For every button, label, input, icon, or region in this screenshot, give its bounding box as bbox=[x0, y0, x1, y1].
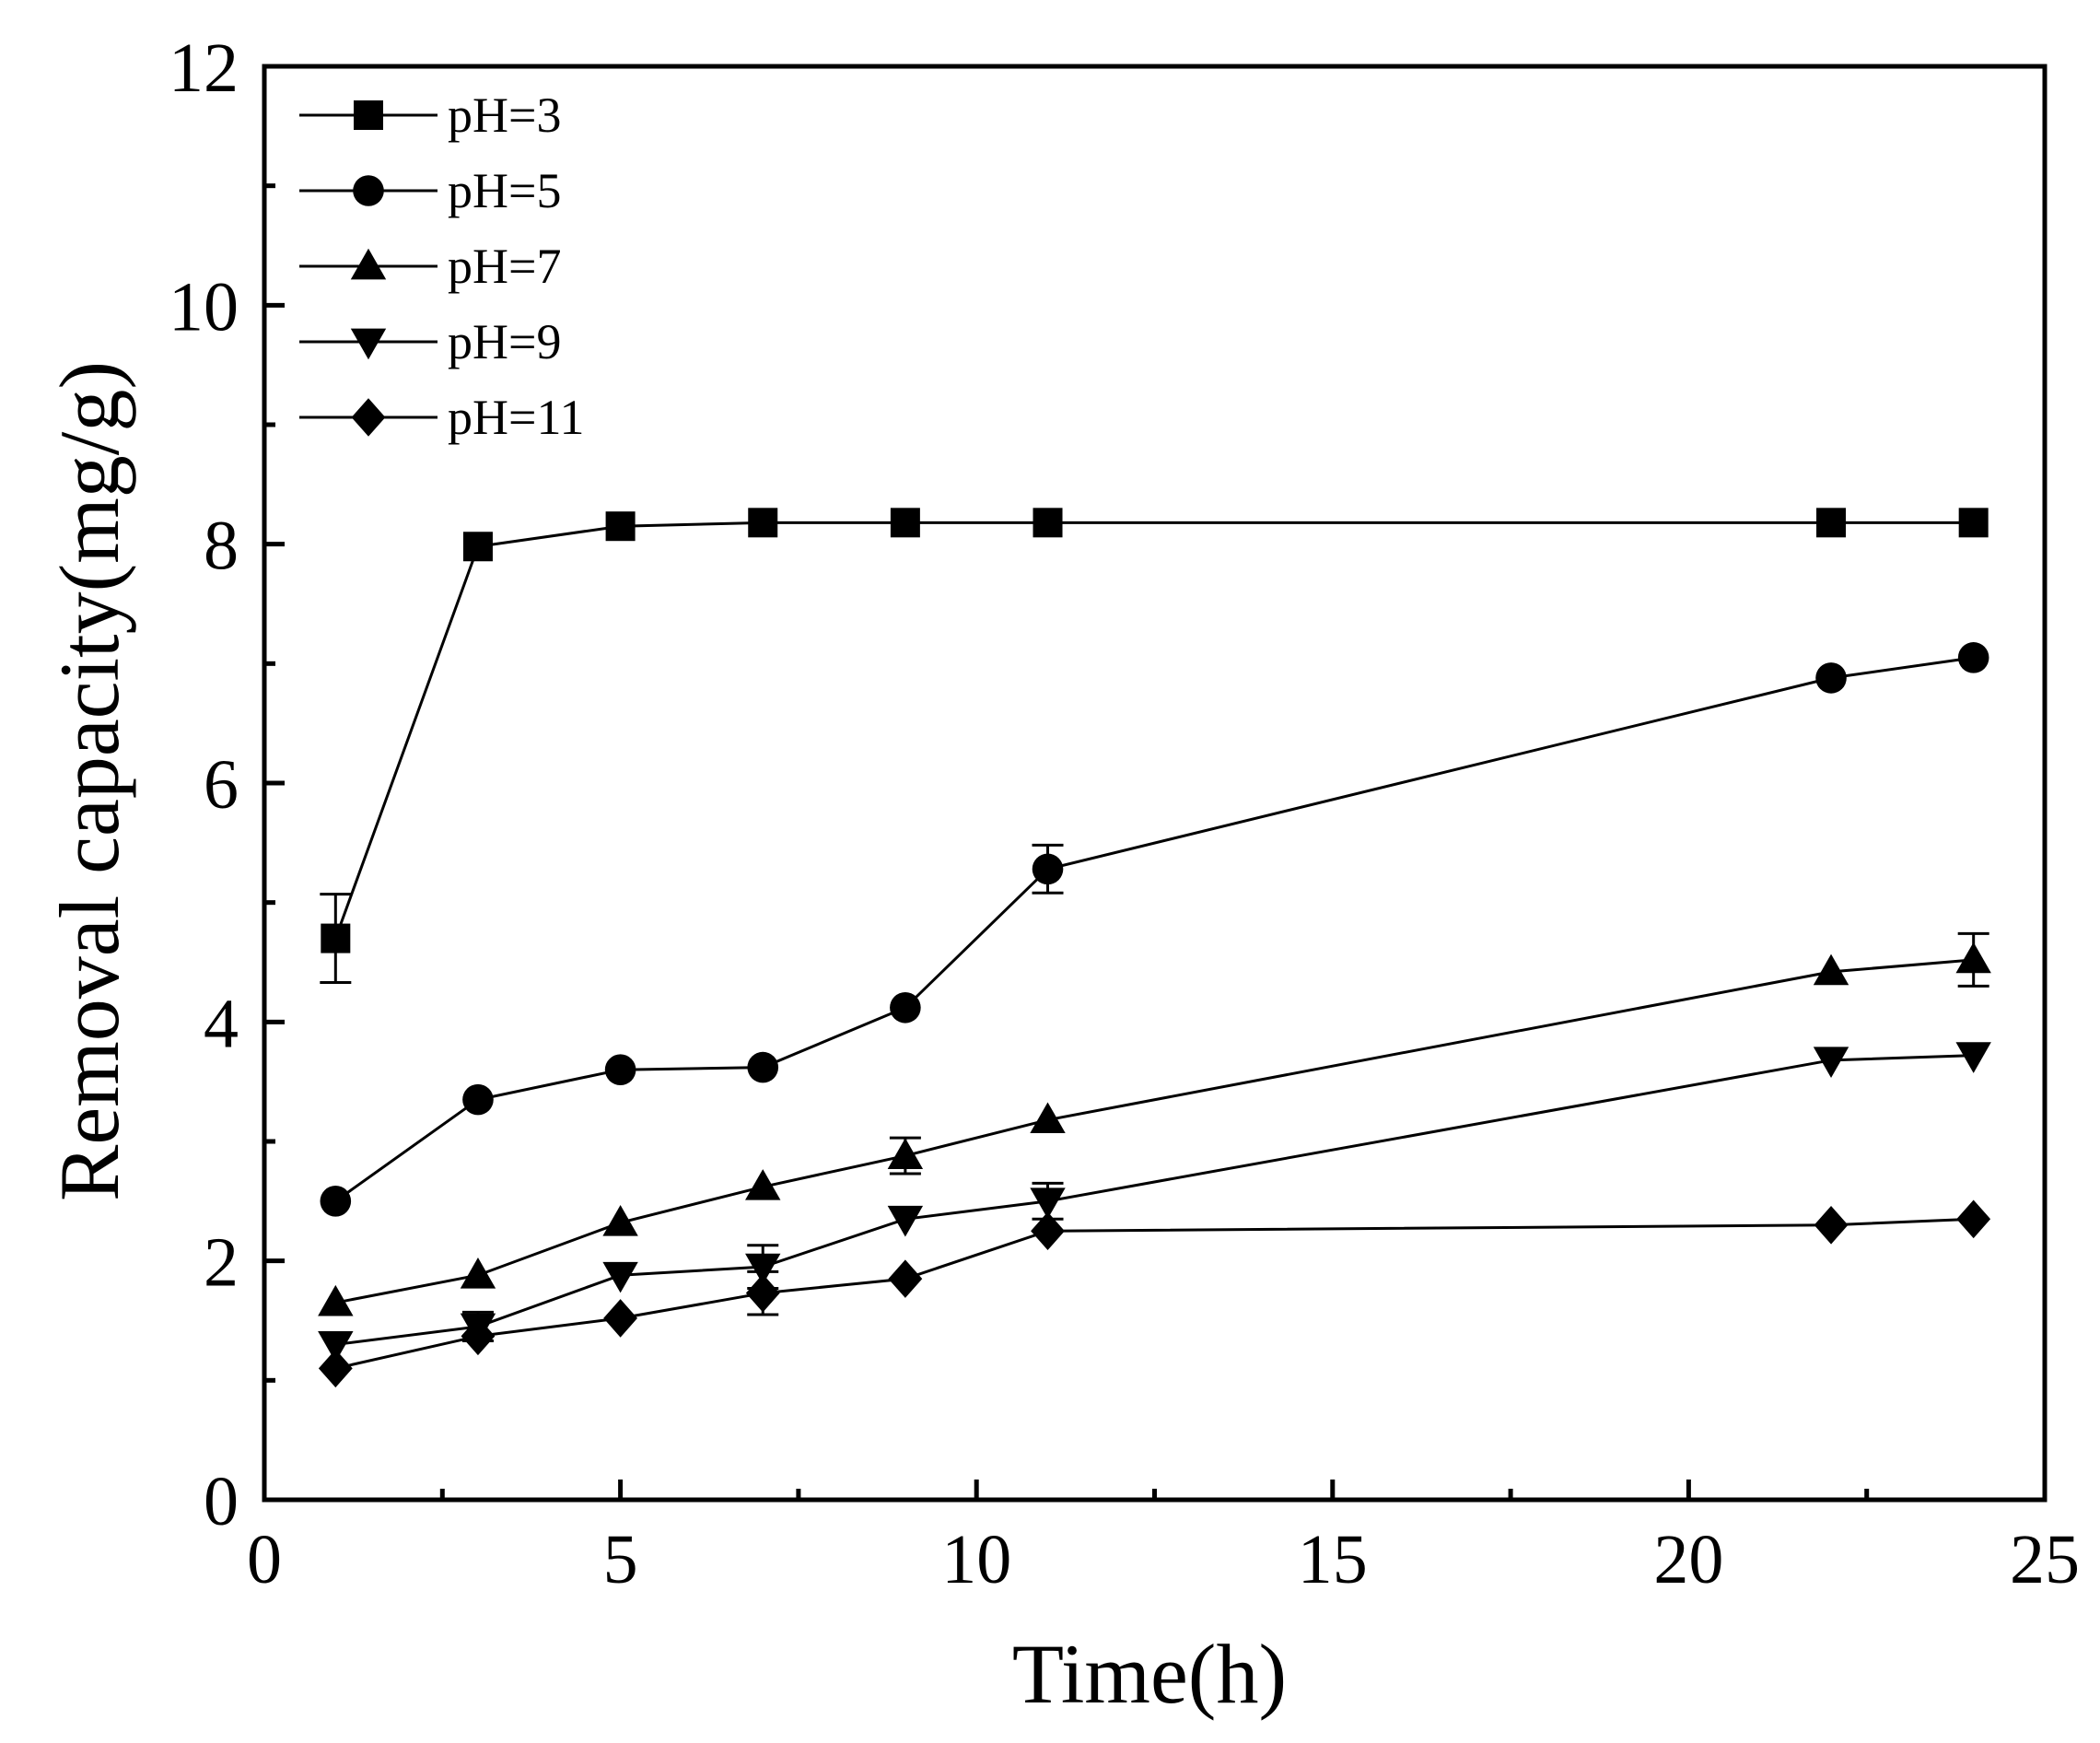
legend-label: pH=7 bbox=[448, 239, 561, 294]
data-point bbox=[1031, 1211, 1065, 1251]
x-tick-label: 25 bbox=[2010, 1521, 2080, 1598]
data-point bbox=[318, 1349, 353, 1388]
data-point bbox=[1814, 1205, 1849, 1245]
y-tick-label: 10 bbox=[169, 268, 239, 345]
x-tick-label: 5 bbox=[603, 1521, 638, 1598]
legend-label: pH=3 bbox=[448, 88, 561, 143]
x-tick-label: 20 bbox=[1653, 1521, 1723, 1598]
y-tick-label: 12 bbox=[169, 29, 239, 107]
legend-marker bbox=[350, 248, 387, 280]
y-axis-title: Removal capacity(mg/g) bbox=[42, 361, 136, 1201]
series-5 bbox=[318, 1199, 1991, 1388]
y-tick-label: 2 bbox=[204, 1224, 239, 1302]
legend-marker bbox=[353, 175, 384, 206]
data-point bbox=[1958, 508, 1989, 538]
y-tick-label: 8 bbox=[204, 508, 239, 585]
y-tick-label: 4 bbox=[204, 985, 239, 1062]
data-point bbox=[1815, 662, 1847, 694]
data-point bbox=[605, 511, 636, 542]
legend-marker bbox=[354, 100, 383, 130]
legend-label: pH=9 bbox=[448, 314, 561, 369]
data-point bbox=[890, 991, 921, 1024]
legend-label: pH=5 bbox=[448, 163, 561, 218]
data-point bbox=[1956, 1199, 1991, 1239]
series-line bbox=[333, 521, 1974, 940]
legend-item-4: pH=9 bbox=[299, 314, 561, 369]
series-2 bbox=[320, 642, 1989, 1217]
data-point bbox=[748, 508, 778, 538]
legend-item-2: pH=5 bbox=[299, 163, 561, 218]
data-point bbox=[1032, 508, 1063, 538]
data-point bbox=[1030, 1102, 1066, 1134]
data-point bbox=[887, 1138, 924, 1169]
data-point bbox=[1955, 942, 1991, 974]
legend-item-5: pH=11 bbox=[299, 390, 584, 445]
series-3 bbox=[318, 931, 1991, 1316]
data-point bbox=[603, 1299, 637, 1338]
x-tick-label: 10 bbox=[941, 1521, 1011, 1598]
series-1 bbox=[320, 508, 1989, 985]
data-point bbox=[1030, 1187, 1066, 1220]
data-point bbox=[460, 1258, 496, 1289]
data-point bbox=[745, 1253, 781, 1285]
x-tick-label: 15 bbox=[1298, 1521, 1368, 1598]
data-point bbox=[888, 1259, 923, 1298]
series-line bbox=[334, 656, 1974, 1203]
data-point bbox=[1957, 642, 1989, 673]
series-line bbox=[335, 1054, 1974, 1346]
legend-item-1: pH=3 bbox=[299, 88, 561, 143]
legend: pH=3 pH=5 pH=7 pH=9 pH=11 bbox=[299, 88, 584, 445]
legend-item-3: pH=7 bbox=[299, 239, 561, 294]
data-point bbox=[318, 1331, 354, 1363]
series-layer bbox=[318, 508, 1991, 1388]
data-point bbox=[1813, 1047, 1849, 1079]
x-axis-title: Time(h) bbox=[1012, 1627, 1287, 1721]
data-point bbox=[602, 1204, 638, 1236]
data-point bbox=[320, 1186, 352, 1217]
series-line bbox=[334, 1217, 1974, 1370]
data-point bbox=[461, 1316, 496, 1356]
data-point bbox=[745, 1169, 781, 1200]
data-point bbox=[745, 1273, 780, 1313]
data-point bbox=[1816, 508, 1847, 538]
data-point bbox=[1032, 853, 1064, 885]
legend-marker bbox=[350, 328, 387, 360]
y-tick-label: 0 bbox=[204, 1463, 239, 1540]
data-point bbox=[890, 508, 920, 538]
data-point bbox=[604, 1054, 636, 1085]
legend-marker bbox=[351, 398, 386, 437]
y-tick-label: 6 bbox=[204, 746, 239, 824]
data-point bbox=[1813, 953, 1849, 986]
data-point bbox=[747, 1051, 779, 1083]
data-point bbox=[321, 923, 351, 953]
data-point bbox=[602, 1261, 638, 1293]
data-point bbox=[887, 1205, 924, 1237]
data-point bbox=[462, 532, 493, 562]
data-point bbox=[318, 1284, 354, 1316]
axes: 0 5 10 15 20 25 0 2 4 6 8 10 12 bbox=[169, 29, 2080, 1598]
x-tick-label: 0 bbox=[247, 1521, 282, 1598]
series-line bbox=[335, 958, 1974, 1304]
data-point bbox=[1955, 1042, 1991, 1073]
legend-label: pH=11 bbox=[448, 390, 584, 445]
data-point bbox=[462, 1083, 494, 1116]
